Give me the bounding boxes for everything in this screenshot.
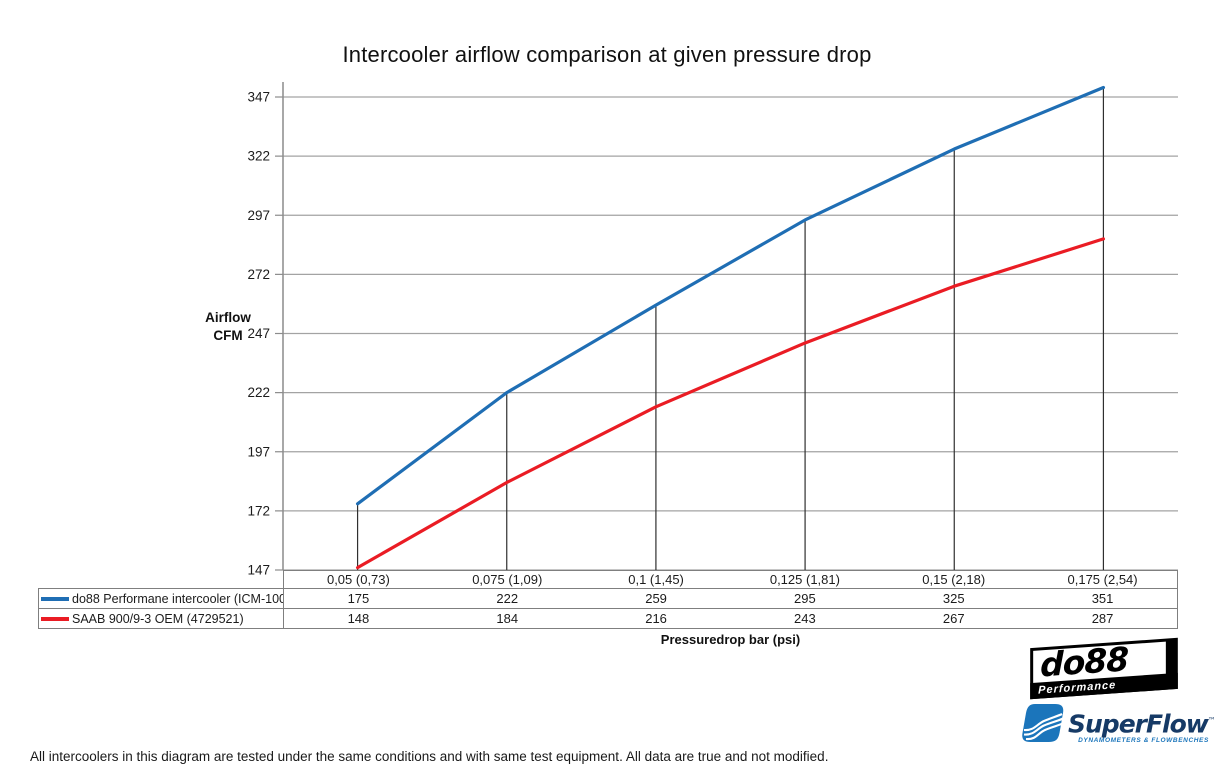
y-tick-label: 247 xyxy=(247,326,270,341)
y-axis-title: Airflow xyxy=(205,310,251,325)
trademark-symbol: ™ xyxy=(1208,716,1214,725)
series-swatch xyxy=(41,596,69,601)
category-cell: 0,125 (1,81) xyxy=(769,572,840,587)
y-tick-label: 222 xyxy=(247,385,270,400)
y-tick-label: 272 xyxy=(247,267,270,282)
value-cell: 148 xyxy=(347,611,370,626)
superflow-logo: SuperFlow™ DYNAMOMETERS & FLOWBENCHES xyxy=(1022,703,1214,744)
y-axis-title: CFM xyxy=(213,328,242,343)
y-tick-label: 347 xyxy=(247,90,270,105)
series-label: do88 Performane intercooler (ICM-100) xyxy=(72,591,284,606)
value-cell: 222 xyxy=(496,591,519,606)
value-cell: 216 xyxy=(645,611,667,626)
value-cell: 325 xyxy=(942,591,965,606)
category-cell: 0,15 (2,18) xyxy=(922,572,986,587)
do88-logo: do88 Performance xyxy=(1030,637,1178,700)
y-tick-label: 297 xyxy=(247,208,270,223)
series-legend-cell: do88 Performane intercooler (ICM-100) xyxy=(39,589,284,608)
category-row: 0,05 (0,73) 0,075 (1,09) 0,1 (1,45) 0,125 (… xyxy=(283,570,1178,589)
value-cell: 175 xyxy=(347,591,370,606)
value-cell: 267 xyxy=(942,611,965,626)
series-swatch xyxy=(41,616,69,621)
y-tick-label: 172 xyxy=(247,503,270,518)
y-tick-label: 197 xyxy=(247,444,270,459)
value-cell: 184 xyxy=(496,611,519,626)
footer-note: All intercoolers in this diagram are tes… xyxy=(30,749,829,764)
value-cell: 259 xyxy=(645,591,667,606)
superflow-text-block: SuperFlow™ DYNAMOMETERS & FLOWBENCHES xyxy=(1068,709,1214,744)
y-tick-label: 147 xyxy=(247,563,270,578)
series-row: do88 Performane intercooler (ICM-100) 175… xyxy=(38,588,1178,609)
series-legend-cell: SAAB 900/9-3 OEM (4729521) xyxy=(39,609,284,628)
category-cell: 0,075 (1,09) xyxy=(472,572,543,587)
category-cell: 0,175 (2,54) xyxy=(1067,572,1138,587)
value-cell: 351 xyxy=(1091,591,1114,606)
category-cell: 0,05 (0,73) xyxy=(326,572,390,587)
superflow-swoosh-icon xyxy=(1022,704,1064,742)
x-axis-title: Pressuredrop bar (psi) xyxy=(660,632,801,647)
series-line-0 xyxy=(355,85,1106,506)
superflow-logo-tagline: DYNAMOMETERS & FLOWBENCHES xyxy=(1078,737,1209,745)
series-row: SAAB 900/9-3 OEM (4729521) 148 184 216 243 26… xyxy=(38,608,1178,629)
value-cell: 287 xyxy=(1091,611,1114,626)
series-line-1 xyxy=(355,237,1106,570)
superflow-logo-text: SuperFlow™ xyxy=(1068,709,1214,736)
y-tick-label: 322 xyxy=(247,149,270,164)
category-cell: 0,1 (1,45) xyxy=(628,572,684,587)
value-cell: 243 xyxy=(794,611,816,626)
chart-title: Intercooler airflow comparison at given … xyxy=(342,42,872,67)
series-label: SAAB 900/9-3 OEM (4729521) xyxy=(72,611,244,626)
value-cell: 295 xyxy=(794,591,816,606)
